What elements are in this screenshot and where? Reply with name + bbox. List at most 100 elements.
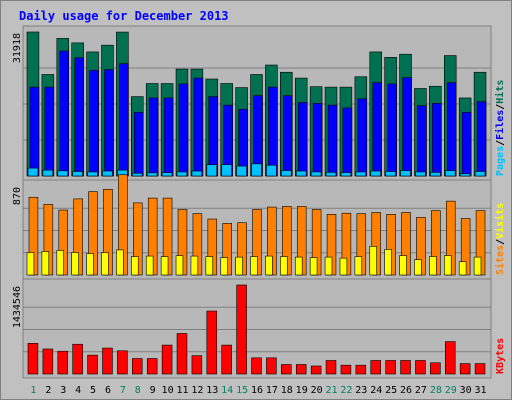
day-label: 6 (105, 385, 111, 396)
bar-kbytes-day-27 (415, 360, 426, 375)
bar-visits-day-29 (443, 255, 452, 276)
day-label: 26 (400, 385, 412, 396)
legend-entry: Pages (495, 146, 506, 176)
bar-files-day-23 (357, 98, 368, 177)
bar-visits-day-1 (26, 252, 35, 276)
bar-files-day-27 (417, 105, 427, 177)
bar-visits-day-20 (309, 257, 318, 276)
bar-pages-day-27 (415, 171, 426, 177)
legend-entry: / (495, 239, 506, 245)
bar-visits-day-14 (220, 257, 228, 276)
bar-files-day-8 (134, 112, 144, 177)
bar-pages-day-30 (459, 173, 471, 177)
legend-entry: / (495, 140, 506, 146)
day-label: 10 (162, 385, 174, 396)
bar-visits-day-31 (473, 256, 482, 276)
bar-kbytes-day-31 (474, 363, 486, 375)
bar-pages-day-22 (340, 172, 352, 177)
day-label: 12 (191, 385, 203, 396)
bar-pages-day-24 (370, 170, 381, 177)
panel-legend: KBytes (495, 338, 506, 374)
day-label: 8 (135, 385, 141, 396)
day-label: 28 (430, 385, 442, 396)
bar-files-day-20 (312, 103, 323, 177)
day-label: 21 (325, 385, 337, 396)
day-label: 24 (370, 385, 382, 396)
bar-files-day-26 (402, 77, 412, 177)
bar-kbytes-day-21 (325, 360, 337, 375)
day-label: 29 (445, 385, 457, 396)
bar-files-day-17 (268, 86, 278, 177)
y-max-label: 870 (12, 187, 23, 205)
bar-pages-day-21 (325, 172, 337, 177)
bar-files-day-24 (372, 82, 382, 177)
bar-pages-day-10 (161, 172, 173, 177)
day-label: 30 (460, 385, 472, 396)
bar-pages-day-31 (474, 171, 486, 177)
panel-3: 1434546 KBytes (12, 278, 506, 379)
day-label: 1 (30, 385, 36, 396)
bar-visits-day-7 (116, 249, 124, 276)
bar-files-day-28 (432, 103, 442, 177)
bar-files-day-11 (178, 83, 189, 177)
bar-kbytes-day-17 (266, 357, 277, 375)
bar-kbytes-day-4 (72, 343, 83, 375)
bar-pages-day-11 (176, 171, 188, 177)
bar-files-day-30 (461, 112, 472, 177)
bar-kbytes-day-16 (251, 357, 262, 375)
bar-pages-day-25 (385, 171, 396, 177)
bar-kbytes-day-28 (430, 362, 441, 375)
bar-kbytes-day-9 (146, 358, 158, 375)
legend-entry: Visits (494, 203, 506, 239)
bar-kbytes-day-25 (385, 360, 396, 375)
day-label: 4 (75, 385, 81, 396)
bar-visits-day-5 (86, 253, 94, 276)
bar-files-day-9 (148, 97, 159, 177)
bar-files-day-13 (208, 96, 219, 177)
bar-files-day-1 (29, 86, 40, 177)
bar-visits-day-24 (369, 246, 377, 276)
bar-files-day-18 (283, 95, 293, 177)
y-max-label: 31918 (12, 33, 23, 63)
bar-pages-day-26 (400, 170, 411, 177)
bar-kbytes-day-8 (132, 358, 143, 375)
bar-visits-day-30 (458, 261, 467, 276)
bar-kbytes-day-24 (370, 360, 381, 375)
bar-visits-day-2 (41, 251, 50, 276)
bar-visits-day-13 (205, 256, 214, 276)
day-label: 13 (206, 385, 218, 396)
legend-entry: / (495, 104, 506, 110)
legend-entry: Files (494, 110, 506, 140)
day-label: 17 (266, 385, 278, 396)
bar-kbytes-day-12 (191, 355, 203, 375)
bar-files-day-3 (59, 50, 70, 177)
bar-files-day-22 (342, 107, 353, 177)
bar-pages-day-5 (87, 171, 98, 177)
bar-visits-day-6 (101, 252, 109, 276)
bar-pages-day-4 (72, 171, 83, 177)
day-label: 2 (45, 385, 51, 396)
day-label: 14 (221, 385, 233, 396)
bar-pages-day-15 (236, 165, 247, 177)
day-label: 25 (385, 385, 397, 396)
bar-kbytes-day-7 (117, 350, 128, 375)
bar-visits-day-4 (71, 252, 79, 276)
bar-pages-day-6 (102, 170, 113, 177)
bar-pages-day-29 (444, 170, 456, 177)
bar-kbytes-day-14 (221, 344, 232, 375)
bar-pages-day-17 (266, 164, 277, 177)
bar-pages-day-9 (146, 172, 158, 177)
bar-files-day-12 (193, 77, 204, 177)
bar-pages-day-23 (355, 171, 367, 177)
bar-pages-day-16 (251, 163, 262, 177)
day-label: 9 (150, 385, 156, 396)
bar-visits-day-12 (190, 255, 199, 276)
legend-entry: Sites (494, 245, 506, 275)
bar-visits-day-25 (384, 249, 392, 276)
day-label: 22 (340, 385, 352, 396)
bar-files-day-10 (163, 97, 174, 177)
bar-kbytes-day-22 (340, 364, 352, 375)
bar-visits-day-17 (265, 255, 273, 276)
bar-pages-day-20 (310, 171, 322, 177)
